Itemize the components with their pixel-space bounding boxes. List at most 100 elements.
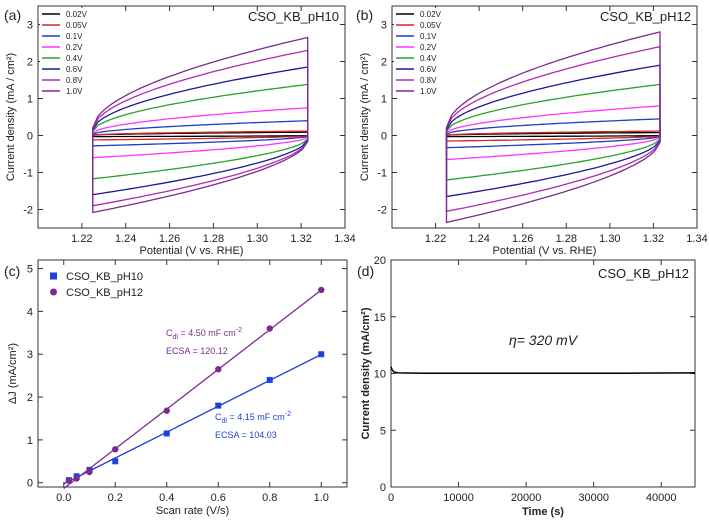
cv-curve-1.0V: [445, 31, 661, 224]
data-point: [112, 458, 119, 465]
x-tick-label: 0.2: [108, 492, 123, 504]
plot-frame: [37, 259, 348, 488]
y-tick-label: 20: [374, 255, 386, 267]
panel-label: (a): [4, 7, 21, 23]
legend-label: 0.4V: [420, 54, 437, 63]
plot-frame: [37, 5, 346, 229]
legend-label: 0.4V: [66, 54, 83, 63]
x-tick-label: 1.34: [334, 233, 355, 245]
legend-swatch: [50, 272, 57, 280]
y-tick-label: -2: [23, 205, 33, 217]
legend-label: 0.2V: [66, 43, 83, 52]
x-tick-label: 0.6: [211, 492, 226, 504]
x-tick-label: 1.26: [159, 233, 180, 245]
y-tick-label: 2: [27, 57, 33, 69]
x-axis-label: Time (s): [522, 506, 564, 518]
x-tick-label: 1.28: [203, 233, 224, 245]
y-tick-label: 0: [27, 131, 33, 143]
x-tick-label: 1.32: [643, 233, 664, 245]
data-point: [318, 351, 325, 358]
x-tick-label: 1.34: [686, 233, 707, 245]
y-tick-label: -2: [377, 205, 387, 217]
panel-label: (b): [356, 7, 373, 23]
x-tick-label: 1.30: [599, 233, 620, 245]
legend: [394, 8, 450, 98]
x-tick-label: 0: [388, 492, 394, 504]
y-tick-label: 5: [380, 425, 386, 437]
legend: [40, 8, 96, 98]
x-tick-label: 1.26: [512, 233, 533, 245]
panel-title: CSO_KB_pH12: [598, 266, 689, 281]
legend-label: 0.02V: [66, 10, 88, 19]
panel-b: 1.22 1.24 1.26 1.28 1.30 1.32 1.34 -2 -1 0 1 2 3 (b) 0…: [356, 5, 708, 257]
ecsa-annotation: ECSA = 120.12: [166, 346, 228, 356]
cdl-annotation: Cdl = 4.15 mF cm-2: [215, 411, 291, 425]
y-tick-label: 3: [27, 20, 33, 32]
y-tick-label: 0: [380, 482, 386, 494]
y-axis-label: Current density (mA / cm²): [359, 53, 371, 181]
stability-curve: [390, 366, 696, 375]
legend-label: 0.05V: [420, 21, 442, 30]
x-tick-label: 1.24: [115, 233, 136, 245]
y-tick-label: 1: [27, 435, 33, 447]
panel-d: 0 10000 20000 30000 40000 0 5 10 15 20(d) CSO_KB_p…: [357, 255, 696, 518]
y-tick-label: 10: [374, 369, 386, 381]
plot-frame: [391, 5, 698, 229]
data-point: [215, 366, 222, 373]
data-point: [86, 468, 93, 476]
y-tick-label: -1: [377, 168, 387, 180]
x-tick-label: 1.28: [556, 233, 577, 245]
overpotential-annotation: η= 320 mV: [509, 332, 579, 348]
data-point: [65, 477, 73, 484]
legend-label: CSO_KB_pH12: [66, 287, 143, 299]
data-point: [73, 475, 80, 482]
ecsa-annotation: ECSA = 104.03: [215, 430, 277, 440]
data-point: [266, 376, 273, 383]
y-tick-label: 3: [27, 349, 33, 361]
x-tick-label: 20000: [511, 492, 542, 504]
y-axis-label: Current density (mA / cm²): [5, 53, 17, 181]
x-tick-label: 10000: [443, 492, 474, 504]
panel-label: (c): [4, 263, 20, 279]
y-axis-label: ΔJ (mA/cm²): [7, 343, 19, 404]
x-tick-label: 30000: [578, 492, 609, 504]
legend-label: 0.6V: [66, 65, 83, 74]
fit-line-CSO_KB_pH10: [63, 353, 322, 485]
y-axis-label: Current density (mA/cm²): [360, 307, 372, 439]
legend-label: 0.2V: [420, 43, 437, 52]
y-tick-label: 0: [27, 478, 33, 490]
x-axis-label: Scan rate (V/s): [156, 505, 229, 517]
legend-label: 0.1V: [420, 32, 437, 41]
legend-label: CSO_KB_pH10: [66, 271, 143, 283]
y-tick-label: -1: [23, 168, 33, 180]
fit-line-CSO_KB_pH12: [63, 289, 322, 490]
legend-label: 1.0V: [66, 87, 83, 96]
legend-label: 1.0V: [420, 87, 437, 96]
panel-a: 1.22 1.24 1.26 1.28 1.30 1.32 1.34 -2 -1 0 1 2 3 (a) 0…: [4, 5, 356, 257]
data-point: [266, 325, 273, 332]
legend-label: 0.02V: [420, 10, 442, 19]
data-point: [318, 286, 325, 294]
x-tick-label: 1.22: [425, 233, 446, 245]
legend-label: 0.1V: [66, 32, 83, 41]
legend-label: 0.8V: [420, 76, 437, 85]
x-axis-label: Potential (V vs. RHE): [493, 245, 597, 257]
y-tick-label: 1: [381, 94, 387, 106]
y-tick-label: 2: [381, 57, 387, 69]
y-tick-label: 4: [27, 306, 33, 318]
x-tick-label: 1.32: [290, 233, 311, 245]
x-axis-label: Potential (V vs. RHE): [140, 245, 244, 257]
x-tick-label: 40000: [646, 492, 677, 504]
panel-label: (d): [357, 263, 374, 279]
x-tick-label: 0.0: [56, 492, 71, 504]
y-tick-label: 15: [374, 312, 386, 324]
panel-c: 0.0 0.2 0.4 0.6 0.8 1.0 0 1 2 3 4 5 (c) CSO_KB_pH10 CS…: [4, 259, 348, 517]
x-tick-label: 1.22: [71, 233, 92, 245]
x-tick-label: 1.24: [468, 233, 489, 245]
data-point: [163, 407, 170, 414]
x-tick-label: 1.30: [247, 233, 268, 245]
legend-label: 0.6V: [420, 65, 437, 74]
x-tick-label: 1.0: [314, 492, 329, 504]
cdl-annotation: Cdl = 4.50 mF cm-2: [166, 327, 242, 341]
y-tick-label: 0: [381, 131, 387, 143]
